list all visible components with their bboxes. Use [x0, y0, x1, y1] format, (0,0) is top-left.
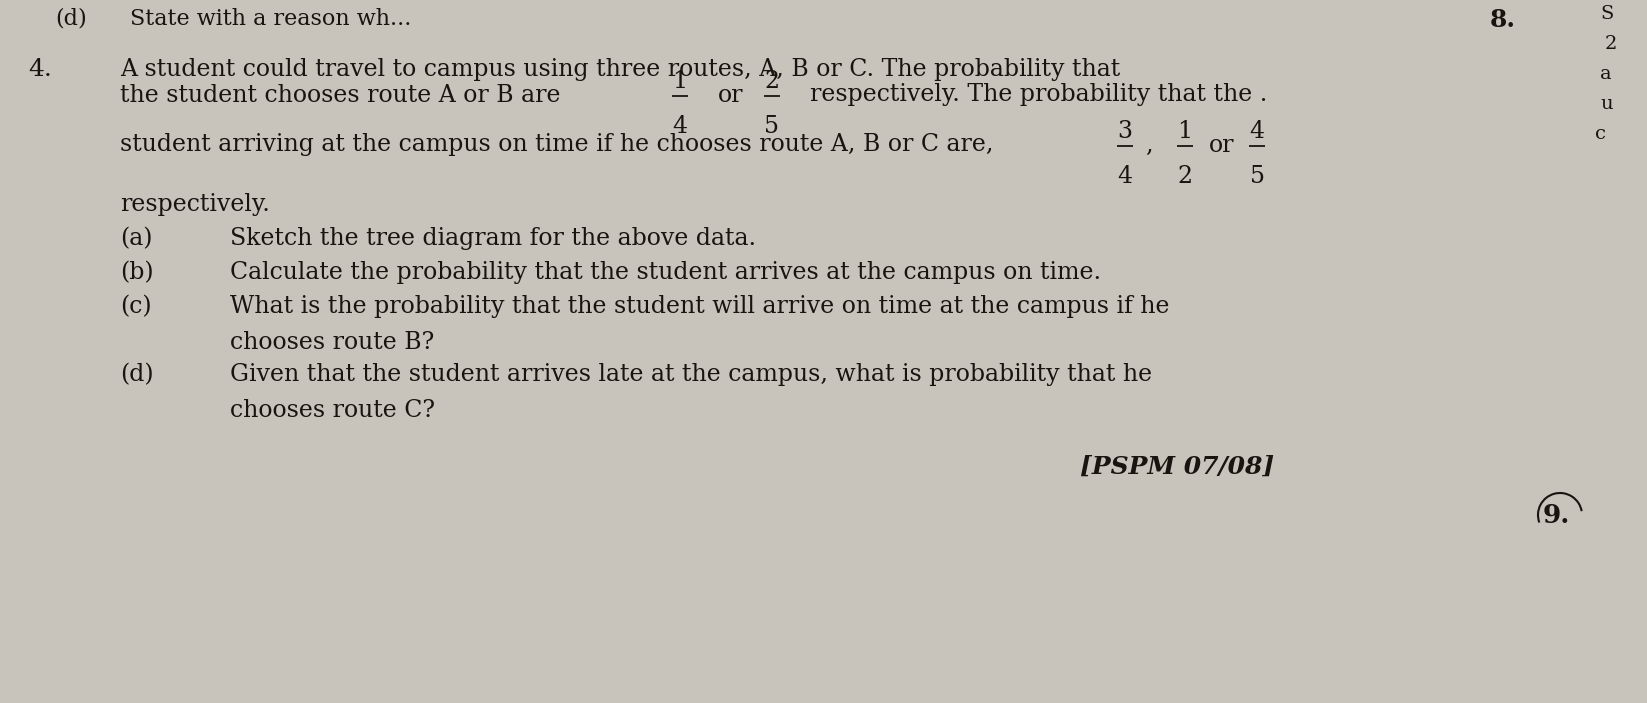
Text: ,: , — [1145, 134, 1153, 157]
Text: student arriving at the campus on time if he chooses route A, B or C are,: student arriving at the campus on time i… — [120, 134, 993, 157]
Text: What is the probability that the student will arrive on time at the campus if he: What is the probability that the student… — [231, 295, 1169, 318]
Text: 2: 2 — [764, 70, 779, 93]
Text: respectively.: respectively. — [120, 193, 270, 216]
Text: 4: 4 — [1117, 165, 1133, 188]
Text: 2: 2 — [1604, 35, 1617, 53]
Text: (a): (a) — [120, 227, 153, 250]
Text: 8.: 8. — [1491, 8, 1515, 32]
Text: 4: 4 — [1250, 120, 1265, 143]
Text: u: u — [1599, 95, 1612, 113]
Text: (c): (c) — [120, 295, 152, 318]
Text: (b): (b) — [120, 261, 153, 284]
Text: 9.: 9. — [1543, 503, 1570, 528]
Text: 4: 4 — [672, 115, 687, 138]
Text: 5: 5 — [764, 115, 779, 138]
Text: 1: 1 — [1178, 120, 1192, 143]
Text: the student chooses route A or B are: the student chooses route A or B are — [120, 84, 560, 106]
Text: chooses route C?: chooses route C? — [231, 399, 435, 422]
Text: 5: 5 — [1250, 165, 1265, 188]
Text: chooses route B?: chooses route B? — [231, 331, 435, 354]
Text: c: c — [1594, 125, 1606, 143]
Text: or: or — [1209, 134, 1235, 157]
Text: [PSPM 07/08]: [PSPM 07/08] — [1080, 455, 1275, 479]
Text: Given that the student arrives late at the campus, what is probability that he: Given that the student arrives late at t… — [231, 363, 1153, 386]
Text: Sketch the tree diagram for the above data.: Sketch the tree diagram for the above da… — [231, 227, 756, 250]
Text: Calculate the probability that the student arrives at the campus on time.: Calculate the probability that the stude… — [231, 261, 1102, 284]
Text: (d): (d) — [120, 363, 153, 386]
Text: State with a reason wh...: State with a reason wh... — [130, 8, 412, 30]
Text: or: or — [718, 84, 743, 106]
Text: a: a — [1599, 65, 1612, 83]
Text: 4.: 4. — [28, 58, 51, 81]
Text: 3: 3 — [1118, 120, 1133, 143]
Text: respectively. The probability that the .: respectively. The probability that the . — [810, 84, 1268, 106]
Text: S: S — [1599, 5, 1614, 23]
Text: 2: 2 — [1178, 165, 1192, 188]
Text: 1: 1 — [672, 70, 687, 93]
Text: (d): (d) — [54, 8, 87, 30]
Text: A student could travel to campus using three routes, A, B or C. The probability : A student could travel to campus using t… — [120, 58, 1120, 81]
